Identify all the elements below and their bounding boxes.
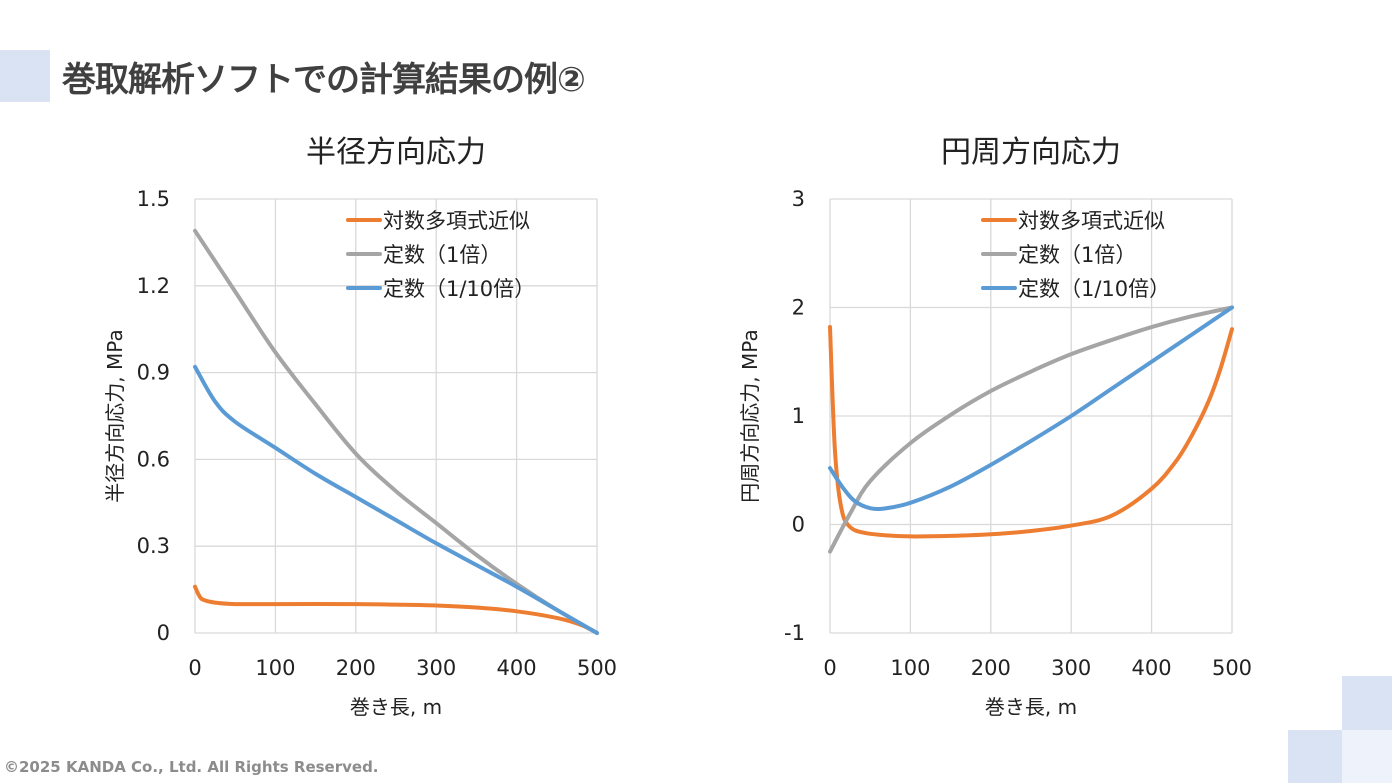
series-lines [828, 305, 1234, 554]
x-tick-label: 400 [497, 656, 537, 680]
y-tick-label: 0 [792, 513, 805, 537]
copyright-footer: ©2025 KANDA Co., Ltd. All Rights Reserve… [4, 758, 379, 776]
legend-label-0: 対数多項式近似 [1018, 209, 1165, 233]
legend-label-2: 定数（1/10倍） [383, 277, 535, 301]
y-tick-label: -1 [784, 621, 805, 645]
y-tick-label: 3 [792, 187, 805, 211]
series-line-2 [193, 364, 599, 635]
x-tick-label: 100 [890, 656, 930, 680]
series-lines [193, 228, 599, 635]
decor-square-bottom-right-1 [1342, 676, 1392, 730]
y-axis-label: 半径方向応力, MPa [103, 329, 127, 502]
series-line-0 [828, 325, 1234, 539]
decor-square-bottom-right-2 [1288, 730, 1342, 783]
x-axis-label: 巻き長, m [985, 695, 1077, 719]
y-tick-label: 1.2 [137, 274, 170, 298]
decor-square-bottom-right-3 [1342, 730, 1392, 783]
y-tick-label: 0.6 [137, 447, 170, 471]
decor-square-top-left [0, 50, 50, 102]
x-tick-label: 0 [823, 656, 836, 680]
y-tick-label: 1 [792, 404, 805, 428]
hoop-stress-chart: 円周方向応力 0 100 200 300 400 500 -1 0 1 2 3 巻き長, m 円周方向応力… [738, 135, 1252, 719]
y-tick-label: 0.3 [137, 534, 170, 558]
x-tick-label: 200 [336, 656, 376, 680]
chart-title: 半径方向応力 [306, 135, 486, 170]
series-line-0 [193, 584, 599, 635]
legend-label-1: 定数（1倍） [383, 243, 501, 267]
slide-title: 巻取解析ソフトでの計算結果の例② [62, 60, 586, 100]
chart-title: 円周方向応力 [941, 135, 1121, 170]
x-tick-label: 100 [255, 656, 295, 680]
x-tick-label: 0 [188, 656, 201, 680]
y-tick-label: 2 [792, 296, 805, 320]
x-tick-label: 300 [416, 656, 456, 680]
legend-label-0: 対数多項式近似 [383, 209, 530, 233]
y-tick-label: 0 [157, 621, 170, 645]
x-axis-label: 巻き長, m [350, 695, 442, 719]
x-tick-label: 300 [1051, 656, 1091, 680]
y-axis-label: 円周方向応力, MPa [738, 329, 762, 502]
x-tick-label: 200 [971, 656, 1011, 680]
legend-label-2: 定数（1/10倍） [1018, 277, 1170, 301]
legend-label-1: 定数（1倍） [1018, 243, 1136, 267]
x-tick-label: 400 [1132, 656, 1172, 680]
x-tick-label: 500 [1212, 656, 1252, 680]
y-tick-label: 0.9 [137, 361, 170, 385]
radial-stress-chart: 半径方向応力 0 100 200 300 400 500 0 0.3 0.6 0.9 1.2 1.5 巻き… [103, 135, 617, 719]
y-tick-label: 1.5 [137, 187, 170, 211]
x-tick-label: 500 [577, 656, 617, 680]
series-line-2 [828, 305, 1234, 512]
series-line-1 [828, 305, 1234, 554]
